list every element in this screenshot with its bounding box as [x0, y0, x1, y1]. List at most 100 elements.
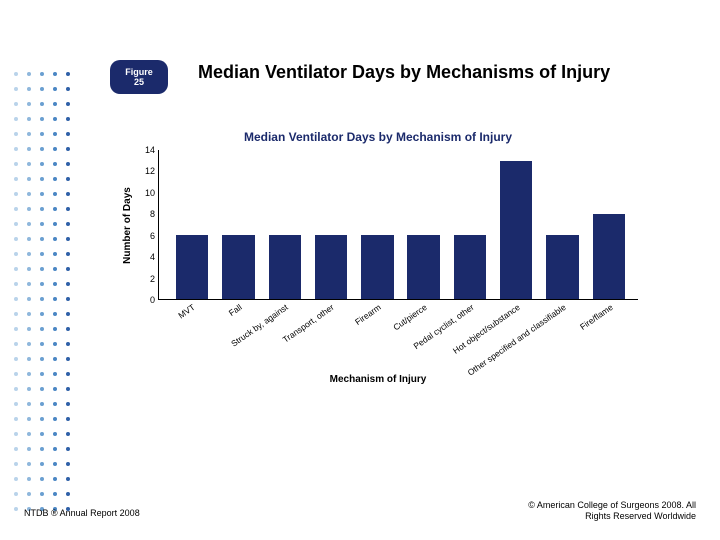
slide-title: Median Ventilator Days by Mechanisms of … — [198, 62, 610, 83]
figure-badge-label: Figure — [125, 67, 153, 77]
dot — [40, 417, 44, 421]
dot — [66, 297, 70, 301]
dot-column — [40, 72, 44, 511]
dot — [66, 267, 70, 271]
footer-right-line1: © American College of Surgeons 2008. All — [528, 500, 696, 511]
dot — [53, 402, 57, 406]
dot-column — [66, 72, 70, 511]
dot — [53, 357, 57, 361]
dot — [53, 192, 57, 196]
dot — [27, 372, 31, 376]
bar-slot — [539, 150, 585, 299]
x-tick-slot: Firearm — [354, 300, 400, 370]
dot — [27, 282, 31, 286]
dot — [27, 102, 31, 106]
dot — [66, 192, 70, 196]
bar — [361, 235, 393, 299]
bar — [222, 235, 254, 299]
dot — [14, 87, 18, 91]
dot — [14, 297, 18, 301]
x-tick-label: Pedal cyclist, other — [470, 302, 476, 310]
bar — [454, 235, 486, 299]
dot — [53, 387, 57, 391]
dot — [40, 327, 44, 331]
plot-area — [158, 150, 638, 300]
dot — [66, 177, 70, 181]
x-tick-label: Cut/pierce — [423, 302, 429, 310]
x-tick-slot: Other specified and classifiable — [539, 300, 585, 370]
dot — [66, 117, 70, 121]
footer-right: © American College of Surgeons 2008. All… — [528, 500, 696, 523]
bar-slot — [586, 150, 632, 299]
dot — [66, 252, 70, 256]
dot — [53, 462, 57, 466]
dot — [40, 297, 44, 301]
dot — [40, 177, 44, 181]
dot — [27, 207, 31, 211]
decorative-dot-columns — [14, 72, 70, 511]
dot — [14, 237, 18, 241]
dot — [14, 327, 18, 331]
dot — [14, 162, 18, 166]
dot — [27, 417, 31, 421]
x-tick-label: Hot object/substance — [516, 302, 522, 310]
dot — [40, 462, 44, 466]
dot — [14, 132, 18, 136]
dot — [40, 282, 44, 286]
chart-title: Median Ventilator Days by Mechanism of I… — [118, 130, 638, 144]
dot — [53, 177, 57, 181]
dot — [40, 87, 44, 91]
dot — [27, 357, 31, 361]
dot — [53, 162, 57, 166]
bar-slot — [215, 150, 261, 299]
dot — [14, 492, 18, 496]
dot — [40, 117, 44, 121]
dot — [53, 342, 57, 346]
dot — [14, 402, 18, 406]
dot — [27, 237, 31, 241]
y-tick-label: 14 — [145, 145, 155, 155]
dot — [14, 147, 18, 151]
dot — [14, 177, 18, 181]
dot — [40, 162, 44, 166]
bar-slot — [262, 150, 308, 299]
x-tick-label: MVT — [191, 302, 197, 310]
bar-slot — [400, 150, 446, 299]
dot — [66, 477, 70, 481]
y-tick-label: 6 — [150, 231, 155, 241]
dot — [53, 237, 57, 241]
bar — [593, 214, 625, 299]
x-tick-label: Struck by, against — [284, 302, 290, 310]
x-tick-slot: MVT — [168, 300, 214, 370]
dot — [66, 132, 70, 136]
dot — [66, 447, 70, 451]
dot — [27, 117, 31, 121]
dot — [66, 387, 70, 391]
dot — [27, 462, 31, 466]
bar-slot — [308, 150, 354, 299]
dot — [53, 477, 57, 481]
dot — [14, 267, 18, 271]
chart-container: Median Ventilator Days by Mechanism of I… — [118, 130, 638, 400]
dot — [40, 102, 44, 106]
slide: Figure 25 Median Ventilator Days by Mech… — [0, 0, 720, 540]
dot — [53, 207, 57, 211]
dot — [40, 192, 44, 196]
dot — [66, 402, 70, 406]
dot — [14, 357, 18, 361]
dot — [27, 477, 31, 481]
dot — [40, 267, 44, 271]
x-tick-label: Fall — [238, 302, 244, 310]
dot — [66, 357, 70, 361]
footer-right-line2: Rights Reserved Worldwide — [528, 511, 696, 522]
dot — [14, 447, 18, 451]
y-axis-ticks: 14121086420 — [136, 145, 158, 305]
dot — [66, 372, 70, 376]
dot — [14, 417, 18, 421]
dot — [40, 492, 44, 496]
dot — [40, 387, 44, 391]
dot — [14, 432, 18, 436]
dot — [27, 177, 31, 181]
dot — [14, 282, 18, 286]
dot — [40, 237, 44, 241]
